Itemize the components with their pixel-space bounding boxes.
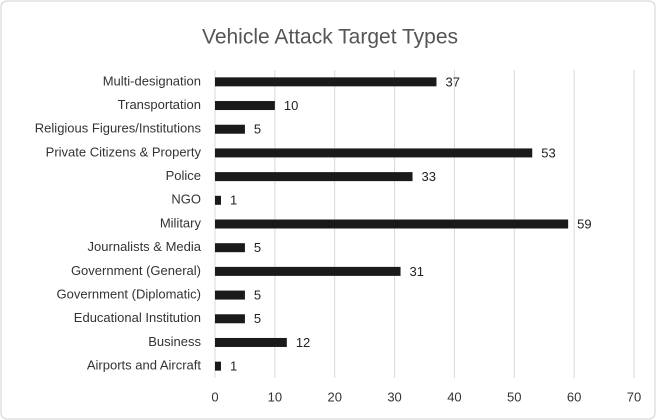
x-tick-label: 50 bbox=[507, 389, 521, 404]
bar bbox=[215, 219, 569, 229]
y-tick-label: Journalists & Media bbox=[88, 239, 202, 254]
y-tick-label: Airports and Aircraft bbox=[87, 358, 202, 373]
bar bbox=[215, 148, 533, 158]
bar bbox=[215, 337, 287, 347]
x-tick-label: 0 bbox=[211, 389, 218, 404]
y-tick-label: Religious Figures/Institutions bbox=[35, 121, 202, 136]
x-tick-label: 30 bbox=[387, 389, 401, 404]
x-tick-label: 20 bbox=[327, 389, 341, 404]
y-tick-label: Government (Diplomatic) bbox=[57, 287, 202, 302]
data-label: 1 bbox=[230, 193, 237, 208]
y-tick-label: Private Citizens & Property bbox=[46, 144, 202, 159]
y-tick-label: Transportation bbox=[118, 97, 201, 112]
bar bbox=[215, 314, 245, 324]
data-label: 33 bbox=[422, 169, 436, 184]
y-tick-label: Business bbox=[148, 334, 201, 349]
bar bbox=[215, 361, 221, 371]
y-tick-label: Police bbox=[166, 168, 201, 183]
bar bbox=[215, 77, 437, 87]
bar bbox=[215, 290, 245, 300]
x-tick-label: 60 bbox=[567, 389, 581, 404]
y-tick-label: Educational Institution bbox=[74, 310, 201, 325]
x-tick-label: 70 bbox=[627, 389, 641, 404]
bar bbox=[215, 243, 245, 253]
bar bbox=[215, 172, 413, 182]
chart-title: Vehicle Attack Target Types bbox=[202, 26, 458, 49]
y-tick-label: Multi-designation bbox=[103, 73, 201, 88]
data-label: 5 bbox=[254, 122, 261, 137]
data-label: 10 bbox=[284, 98, 298, 113]
data-label: 5 bbox=[254, 240, 261, 255]
y-tick-label: Government (General) bbox=[71, 263, 201, 278]
data-label: 5 bbox=[254, 311, 261, 326]
y-tick-label: Military bbox=[160, 215, 202, 230]
data-label: 31 bbox=[410, 264, 424, 279]
data-label: 37 bbox=[445, 74, 459, 89]
bar bbox=[215, 195, 221, 205]
x-tick-label: 40 bbox=[447, 389, 461, 404]
x-tick-label: 10 bbox=[268, 389, 282, 404]
data-label: 12 bbox=[296, 335, 310, 350]
data-label: 53 bbox=[541, 145, 555, 160]
y-tick-label: NGO bbox=[171, 192, 201, 207]
bar bbox=[215, 101, 275, 111]
bar bbox=[215, 124, 245, 134]
data-label: 1 bbox=[230, 359, 237, 374]
data-label: 5 bbox=[254, 288, 261, 303]
bar bbox=[215, 266, 401, 276]
data-label: 59 bbox=[577, 216, 591, 231]
